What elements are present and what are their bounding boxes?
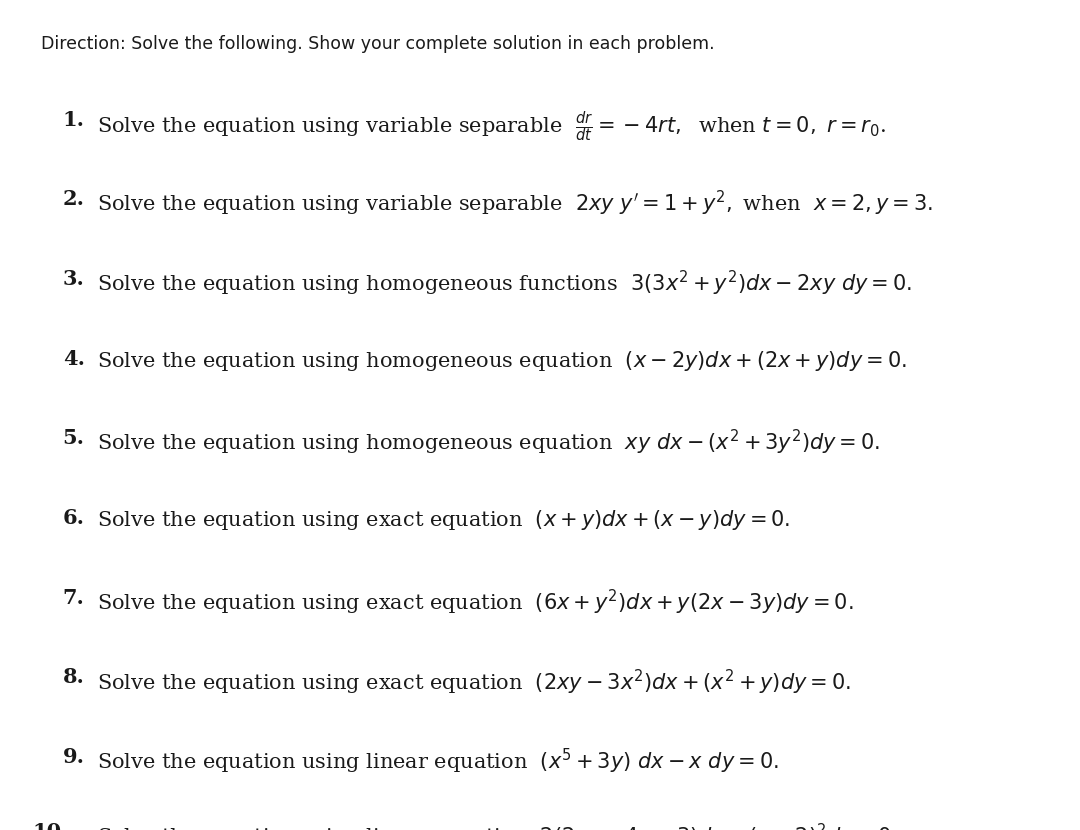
Text: Solve the equation using exact equation  $(6x + y^2)dx + y(2x - 3y)dy = 0.$: Solve the equation using exact equation …	[97, 588, 853, 617]
Text: Solve the equation using variable separable  $2xy\ y' = 1 + y^2,$ when $\ x = 2,: Solve the equation using variable separa…	[97, 189, 933, 218]
Text: 4.: 4.	[63, 349, 84, 369]
Text: 3.: 3.	[63, 269, 84, 289]
Text: Solve the equation using homogeneous equation  $(x - 2y)dx + (2x + y)dy = 0.$: Solve the equation using homogeneous equ…	[97, 349, 907, 373]
Text: Direction: Solve the following. Show your complete solution in each problem.: Direction: Solve the following. Show you…	[41, 35, 715, 53]
Text: 2.: 2.	[63, 189, 84, 209]
Text: Solve the equation using exact equation  $(2xy - 3x^2)dx + (x^2 + y)dy = 0.$: Solve the equation using exact equation …	[97, 667, 851, 696]
Text: 10.: 10.	[32, 822, 69, 830]
Text: Solve the equation using exact equation  $(x + y)dx + (x - y)dy = 0.$: Solve the equation using exact equation …	[97, 508, 791, 532]
Text: Solve the equation using homogeneous equation  $xy\ dx - (x^2 + 3y^2)dy = 0.$: Solve the equation using homogeneous equ…	[97, 428, 880, 457]
Text: 7.: 7.	[63, 588, 84, 608]
Text: 9.: 9.	[63, 747, 84, 767]
Text: Solve the equation using homogeneous functions  $3(3x^2 + y^2)dx - 2xy\ dy = 0.$: Solve the equation using homogeneous fun…	[97, 269, 913, 298]
Text: Solve the equation using linear equation  $(x^5 + 3y)\ dx - x\ dy = 0.$: Solve the equation using linear equation…	[97, 747, 779, 776]
Text: Solve the equation using variable separable  $\frac{dr}{dt} = -4rt,$  when $t = : Solve the equation using variable separa…	[97, 110, 887, 144]
Text: 6.: 6.	[63, 508, 84, 528]
Text: 5.: 5.	[63, 428, 84, 448]
Text: 1.: 1.	[63, 110, 84, 129]
Text: 8.: 8.	[63, 667, 84, 687]
Text: Solve the equation using linear equation  $2(2xy + 4y - 3)dx + (x + 2)^2 dy = 0.: Solve the equation using linear equation…	[97, 822, 897, 830]
